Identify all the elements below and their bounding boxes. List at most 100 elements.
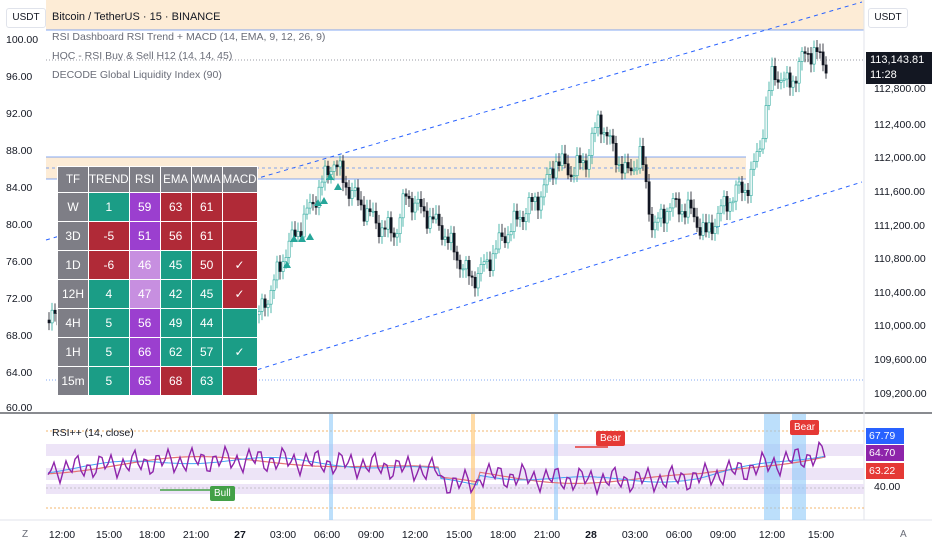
- bearish-candle: [662, 208, 666, 224]
- bullish-candle: [272, 279, 276, 291]
- indicator-rsi-dashboard[interactable]: RSI Dashboard RSI Trend + MACD (14, EMA,…: [52, 31, 326, 43]
- bullish-candle: [608, 135, 612, 138]
- bearish-candle: [821, 51, 825, 66]
- bearish-candle: [599, 114, 603, 135]
- bullish-candle: [395, 233, 399, 238]
- left-scale-button[interactable]: USDT: [6, 8, 46, 28]
- bearish-candle: [776, 79, 780, 83]
- bullish-candle: [581, 160, 585, 164]
- left-tick: 72.00: [6, 293, 33, 305]
- bearish-candle: [647, 181, 651, 215]
- right-tick: 110,400.00: [874, 287, 926, 299]
- bearish-candle: [446, 236, 450, 243]
- rsi-indicator-title[interactable]: RSI++ (14, close): [52, 427, 134, 439]
- bullish-candle: [743, 189, 747, 193]
- dashboard-row: 12H 4 47 42 45 ✓: [57, 279, 258, 309]
- bearish-candle: [500, 232, 504, 237]
- bearish-candle: [818, 51, 822, 53]
- time-tick: 09:00: [357, 529, 385, 541]
- right-tick: 109,200.00: [874, 388, 927, 400]
- bullish-candle: [266, 303, 270, 308]
- bullish-candle: [398, 217, 402, 235]
- time-tick: 03:00: [269, 529, 297, 541]
- bullish-candle: [284, 257, 288, 263]
- bullish-candle: [308, 201, 312, 209]
- bullish-candle: [728, 202, 732, 212]
- left-tick: 96.00: [6, 71, 33, 83]
- cell-macd: ✓: [221, 250, 258, 280]
- cell-ema: 42: [159, 279, 192, 309]
- bullish-candle: [638, 146, 642, 169]
- bullish-candle: [350, 190, 354, 199]
- bull-signal-tag: Bull: [210, 486, 235, 501]
- bearish-candle: [470, 275, 474, 278]
- bearish-candle: [698, 227, 702, 236]
- bearish-candle: [377, 222, 381, 237]
- bearish-candle: [359, 199, 363, 206]
- right-scale-button[interactable]: USDT: [868, 8, 908, 28]
- timezone-button[interactable]: Z: [22, 529, 29, 540]
- cell-macd: ✓: [221, 337, 258, 367]
- channel-lower: [249, 181, 863, 373]
- bearish-candle: [563, 153, 567, 165]
- bearish-candle: [683, 211, 687, 218]
- bullish-candle: [797, 61, 801, 84]
- bearish-candle: [392, 232, 396, 238]
- bullish-candle: [701, 222, 705, 236]
- bearish-candle: [452, 232, 456, 253]
- bullish-candle: [434, 213, 438, 220]
- bearish-candle: [410, 198, 414, 213]
- bullish-candle: [506, 234, 510, 244]
- bullish-candle: [401, 193, 405, 219]
- left-tick: 76.00: [6, 256, 33, 268]
- buy-signal-markers: [283, 173, 342, 268]
- bearish-candle: [725, 196, 729, 212]
- bullish-candle: [512, 210, 516, 232]
- bearish-candle: [521, 216, 525, 222]
- right-tick: 112,400.00: [874, 119, 926, 131]
- cell-rsi: 46: [128, 250, 161, 280]
- bullish-candle: [416, 198, 420, 204]
- bullish-candle: [731, 200, 735, 204]
- bullish-candle: [635, 167, 639, 171]
- bullish-candle: [716, 212, 720, 227]
- bullish-candle: [533, 196, 537, 202]
- cell-tf: 15m: [57, 366, 89, 396]
- bearish-candle: [641, 146, 645, 166]
- bullish-candle: [305, 207, 309, 215]
- time-tick: 15:00: [445, 529, 473, 541]
- bearish-candle: [344, 182, 348, 188]
- rsi-value-label: 64.70: [866, 445, 904, 461]
- bearish-candle: [407, 195, 411, 199]
- bearish-candle: [677, 198, 681, 215]
- bullish-candle: [260, 298, 264, 312]
- bearish-candle: [809, 53, 813, 65]
- bearish-candle: [740, 181, 744, 193]
- cell-tf: 3D: [57, 221, 89, 251]
- time-tick: 27: [234, 529, 246, 541]
- right-tick: 109,600.00: [874, 354, 927, 366]
- indicator-liquidity-index[interactable]: DECODE Global Liquidity Index (90): [52, 69, 222, 81]
- bullish-candle: [380, 227, 384, 237]
- indicator-hoc-rsi[interactable]: HOC - RSI Buy & Sell H12 (14, 14, 45): [52, 50, 233, 62]
- rsi-value-label: 63.22: [866, 463, 904, 479]
- bearish-candle: [704, 222, 708, 233]
- rsi-line: [47, 440, 826, 497]
- time-tick: 15:00: [95, 529, 123, 541]
- symbol-title[interactable]: Bitcoin / TetherUS · 15 · BINANCE: [52, 11, 221, 23]
- auto-scale-button[interactable]: A: [900, 529, 907, 540]
- bullish-candle: [575, 155, 579, 176]
- cell-tf: 1H: [57, 337, 89, 367]
- bullish-candle: [542, 184, 546, 198]
- bearish-candle: [815, 47, 819, 52]
- bullish-candle: [491, 253, 495, 271]
- cell-wma: 61: [190, 221, 223, 251]
- bearish-candle: [422, 206, 426, 212]
- bearish-candle: [47, 319, 51, 324]
- time-tick: 18:00: [138, 529, 166, 541]
- bearish-candle: [278, 261, 282, 272]
- right-tick: 110,000.00: [874, 320, 926, 332]
- rsi-dashboard-table: TF TREND RSI EMA WMA MACD W 1 59 63 61 3…: [57, 166, 258, 396]
- right-tick: 111,200.00: [874, 220, 925, 232]
- bullish-candle: [497, 232, 501, 250]
